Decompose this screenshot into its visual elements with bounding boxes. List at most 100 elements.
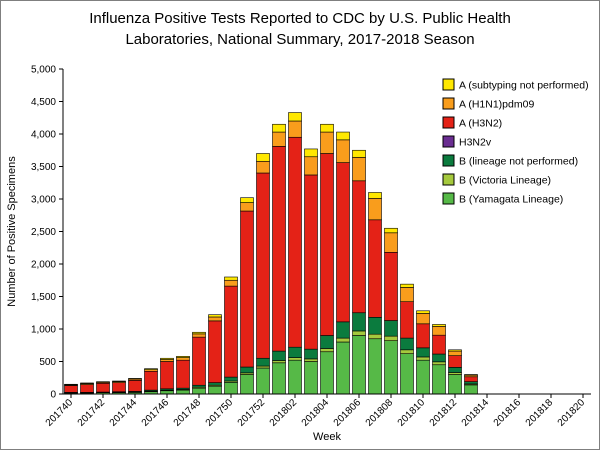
bar-segment [64,385,78,393]
bar-segment [96,382,110,393]
x-tick-label: 201818 [524,397,556,429]
bar-segment [256,357,270,367]
bar-segment [272,146,286,352]
bar-segment [416,313,430,325]
bar-segment [304,358,318,362]
bar-segment [304,348,318,360]
flu-stacked-bar-chart: 0 500 1,000 1,500 2,000 2,500 3,000 3,500 4,000 4… [6,65,591,443]
bar-segment [288,346,302,358]
bar-segment [448,367,462,373]
bar-segment [224,376,238,382]
y-axis-title: Number of Positive Specimens [6,156,18,307]
legend-swatch [442,154,455,167]
bar-segment [144,370,158,391]
legend-label: B (lineage not performed) [459,156,578,168]
bar-segment [224,279,238,287]
bar-segment [208,385,222,395]
bar-segment [368,219,382,318]
y-tick-label: 4,000 [31,130,56,141]
bar-segment [416,310,430,314]
legend-label: A (subtyping not performed) [459,80,589,92]
bar-segment [352,157,366,182]
x-axis-title: Week [313,431,341,443]
y-tick-label: 2,500 [31,227,56,238]
bar-segment [192,387,206,395]
bar-segment [256,367,270,395]
bar-segment [288,357,302,361]
bar-segment [320,348,334,353]
legend-label: B (Victoria Lineage) [459,175,551,187]
legend-swatch [442,78,455,91]
bar-segment [432,324,446,327]
bar-segment [416,323,430,349]
bar-segment [208,316,222,322]
bar-segment [176,355,190,358]
bar-segment [400,283,414,288]
bar-segment [272,360,286,364]
bar-segment [400,353,414,395]
bar-segment [320,131,334,154]
bar-segment [304,361,318,395]
bar-segment [384,340,398,395]
bar-segment [176,357,190,361]
bar-segment [352,330,366,336]
bar-segment [384,232,398,253]
bar-segment [352,312,366,332]
legend-label: A (H1N1)pdm09 [459,99,534,111]
bar-segment [432,361,446,366]
bar-segment [400,301,414,339]
bar-segment [384,320,398,337]
x-tick-label: 201740 [44,397,76,429]
y-tick-label: 500 [39,357,56,368]
bar-segment [80,384,94,393]
bar-segment [384,335,398,341]
bar-segment [464,384,478,395]
bar-segment [192,333,206,338]
bar-segment [336,139,350,163]
bar-segment [352,335,366,395]
bar-segment [64,383,78,386]
bar-segment [464,374,478,376]
bar-segment [464,381,478,385]
bar-segment [288,120,302,138]
bar-segment [240,202,254,212]
bar-segment [320,351,334,395]
bar-segment [176,389,190,395]
bar-segment [144,368,158,370]
legend-swatch [442,192,455,205]
legend-swatch [442,173,455,186]
x-tick-label: 201820 [556,397,588,429]
bar-segment [448,374,462,395]
bar-segment [128,378,142,380]
bar-segment [208,320,222,383]
x-tick-label: 201750 [204,397,236,429]
x-tick-label: 201804 [300,397,332,429]
bar-segment [304,148,318,158]
bar-segment [416,356,430,361]
bar-segment [112,380,126,382]
x-tick-label: 201744 [108,397,140,429]
x-tick-label: 201746 [140,397,172,429]
bar-segment [176,359,190,389]
bar-segment [256,161,270,174]
bar-segment [368,316,382,335]
y-tick-label: 4,500 [31,97,56,108]
bar-segment [384,252,398,321]
bar-segment [368,198,382,221]
bar-segment [240,210,254,368]
bar-segment [256,172,270,359]
bar-segment [320,123,334,133]
bar-segment [192,336,206,386]
bar-segment [112,382,126,393]
bar-segment [336,321,350,339]
bar-segment [304,156,318,176]
bar-segment [304,174,318,350]
y-tick-label: 1,500 [31,292,56,303]
y-tick-label: 1,000 [31,325,56,336]
y-tick-label: 3,000 [31,195,56,206]
bar-segment [432,364,446,395]
bar-segment [320,153,334,336]
x-tick-label: 201742 [76,397,108,429]
x-tick-label: 201748 [172,397,204,429]
bar-segment [336,337,350,343]
